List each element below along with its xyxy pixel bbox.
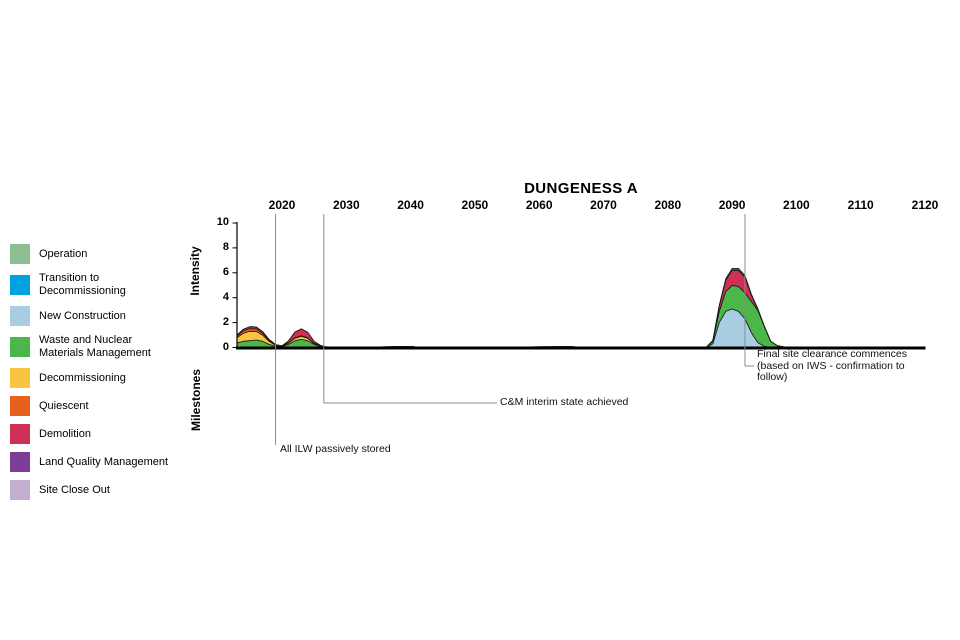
- legend-swatch-quiescent: [10, 396, 30, 416]
- legend-swatch-operation: [10, 244, 30, 264]
- legend-item-land_quality: Land Quality Management: [10, 452, 190, 472]
- milestones-axis-label: Milestones: [189, 369, 203, 432]
- legend-label: New Construction: [39, 309, 126, 322]
- legend-item-transition: Transition to Decommissioning: [10, 272, 190, 298]
- area-decommissioning: [236, 284, 926, 348]
- legend-swatch-demolition: [10, 424, 30, 444]
- legend-label: Demolition: [39, 427, 91, 440]
- x-tick-label: 2020: [268, 198, 296, 212]
- y-tick-label: 8: [222, 240, 229, 253]
- y-tick-label: 6: [222, 265, 229, 278]
- legend-label: Decommissioning: [39, 371, 126, 384]
- legend-item-quiescent: Quiescent: [10, 396, 190, 416]
- legend-swatch-site_close_out: [10, 480, 30, 500]
- legend-swatch-decommissioning: [10, 368, 30, 388]
- x-tick-label: 2050: [461, 198, 489, 212]
- area-new_construction: [236, 308, 926, 348]
- x-tick-label: 2110: [847, 198, 874, 212]
- legend-item-decommissioning: Decommissioning: [10, 368, 190, 388]
- legend-item-new_construction: New Construction: [10, 306, 190, 326]
- x-tick-label: 2090: [718, 198, 746, 212]
- x-tick-label: 2100: [783, 198, 810, 212]
- legend-swatch-transition: [10, 275, 30, 295]
- legend-label: Operation: [39, 247, 88, 260]
- y-tick-label: 10: [216, 216, 229, 228]
- x-tick-label: 2040: [397, 198, 424, 212]
- legend-swatch-land_quality: [10, 452, 30, 472]
- x-tick-label: 2120: [911, 198, 939, 212]
- y-tick-label: 4: [222, 290, 229, 303]
- milestone-label: All ILW passively stored: [280, 443, 391, 455]
- x-tick-label: 2080: [654, 198, 682, 212]
- legend-label: Transition to Decommissioning: [39, 272, 126, 297]
- area-demolition: [236, 269, 926, 348]
- x-tick-label: 2030: [332, 198, 360, 212]
- legend-item-site_close_out: Site Close Out: [10, 480, 190, 500]
- legend-item-operation: Operation: [10, 244, 190, 264]
- chart-title: DUNGENESS A: [524, 180, 638, 197]
- area-waste: [236, 284, 926, 348]
- x-tick-label: 2070: [590, 198, 617, 212]
- legend-item-demolition: Demolition: [10, 424, 190, 444]
- milestone-label: C&M interim state achieved: [500, 396, 629, 408]
- x-tick-label: 2060: [525, 198, 553, 212]
- legend-label: Quiescent: [39, 399, 89, 412]
- legend-label: Land Quality Management: [39, 455, 169, 468]
- milestone-label: Final site clearance commences (based on…: [757, 348, 907, 383]
- legend-label: Site Close Out: [39, 483, 110, 496]
- legend: Operation Transition to Decommissioning Ne…: [10, 244, 190, 508]
- legend-item-waste: Waste and Nuclear Materials Management: [10, 334, 190, 360]
- y-tick-label: 0: [222, 340, 229, 353]
- area-land_quality: [236, 267, 926, 348]
- y-tick-label: 2: [222, 315, 229, 328]
- legend-swatch-new_construction: [10, 306, 30, 326]
- legend-label: Waste and Nuclear Materials Management: [39, 334, 151, 359]
- legend-swatch-waste: [10, 337, 30, 357]
- area-quiescent: [236, 284, 926, 348]
